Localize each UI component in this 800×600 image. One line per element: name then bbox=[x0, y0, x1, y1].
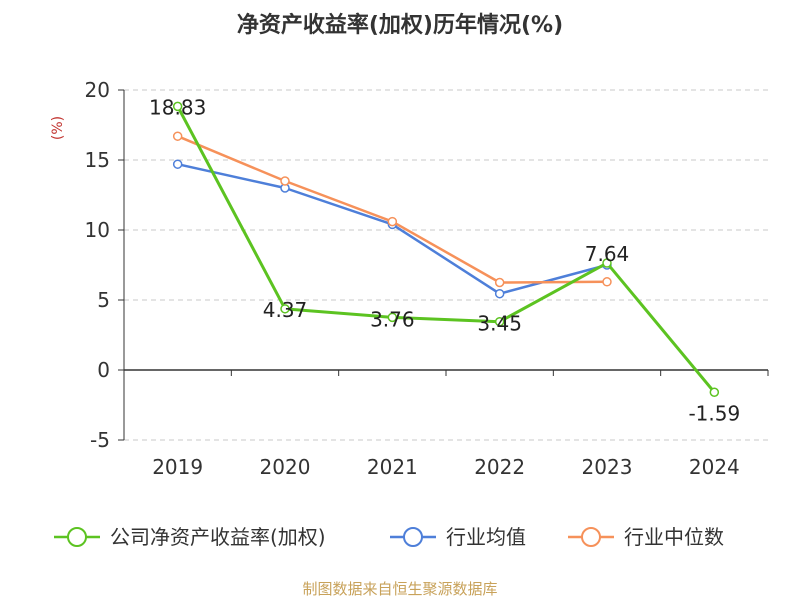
y-tick-label: 5 bbox=[97, 288, 110, 312]
legend[interactable]: 公司净资产收益率(加权) 行业均值 行业中位数 bbox=[54, 525, 724, 549]
chart-title: 净资产收益率(加权)历年情况(%) bbox=[237, 12, 563, 38]
legend-label: 行业中位数 bbox=[624, 525, 724, 549]
series-0-point bbox=[172, 101, 183, 112]
x-tick-label: 2022 bbox=[474, 455, 525, 479]
series-2-point bbox=[387, 216, 398, 227]
legend-label: 公司净资产收益率(加权) bbox=[110, 525, 326, 549]
source-note: 制图数据来自恒生聚源数据库 bbox=[302, 580, 497, 598]
series-0-point bbox=[709, 387, 720, 398]
data-label: -1.59 bbox=[688, 401, 740, 425]
data-label: 18.83 bbox=[149, 95, 206, 119]
y-tick-label: -5 bbox=[90, 428, 110, 452]
legend-marker bbox=[581, 527, 601, 547]
y-tick-label: 0 bbox=[97, 358, 110, 382]
data-label: 3.45 bbox=[477, 312, 522, 336]
data-labels: 18.83 4.37 3.76 3.45 7.64 -1.59 bbox=[149, 95, 740, 425]
y-axis-label: (%) bbox=[50, 116, 66, 140]
series-2-point bbox=[172, 131, 183, 141]
series-2-point bbox=[280, 176, 290, 186]
y-tick-label: 10 bbox=[85, 218, 110, 242]
series-0-point bbox=[280, 304, 290, 314]
legend-marker bbox=[403, 527, 423, 547]
y-tick-label: 15 bbox=[85, 148, 110, 172]
series-2-point bbox=[602, 277, 612, 287]
x-tick-label: 2020 bbox=[260, 455, 311, 479]
data-label: 7.64 bbox=[585, 242, 630, 266]
y-tick-label: 20 bbox=[85, 78, 110, 102]
legend-label: 行业均值 bbox=[446, 525, 526, 549]
series-0-point bbox=[602, 258, 612, 268]
series-1-point bbox=[494, 288, 505, 299]
series-group bbox=[172, 101, 720, 398]
series-line-0 bbox=[176, 105, 716, 394]
series-0-point bbox=[387, 312, 398, 323]
legend-item-1[interactable]: 行业均值 bbox=[390, 525, 526, 549]
x-tick-label: 2021 bbox=[367, 455, 418, 479]
x-tick-label: 2019 bbox=[152, 455, 203, 479]
data-label: 4.37 bbox=[263, 298, 308, 322]
axes: -5 0 5 10 15 20 2019 2020 2021 2022 2023 2024 bbox=[85, 78, 769, 479]
series-1-point bbox=[172, 159, 183, 169]
grid-lines bbox=[124, 89, 768, 441]
x-tick-label: 2023 bbox=[582, 455, 633, 479]
legend-item-0[interactable]: 公司净资产收益率(加权) bbox=[54, 525, 326, 549]
legend-marker bbox=[67, 527, 87, 547]
series-line-2 bbox=[177, 135, 608, 284]
data-label: 3.76 bbox=[370, 307, 415, 331]
legend-item-2[interactable]: 行业中位数 bbox=[568, 525, 724, 549]
series-0-point bbox=[494, 316, 505, 327]
x-tick-label: 2024 bbox=[689, 455, 740, 479]
series-2-point bbox=[494, 277, 505, 288]
